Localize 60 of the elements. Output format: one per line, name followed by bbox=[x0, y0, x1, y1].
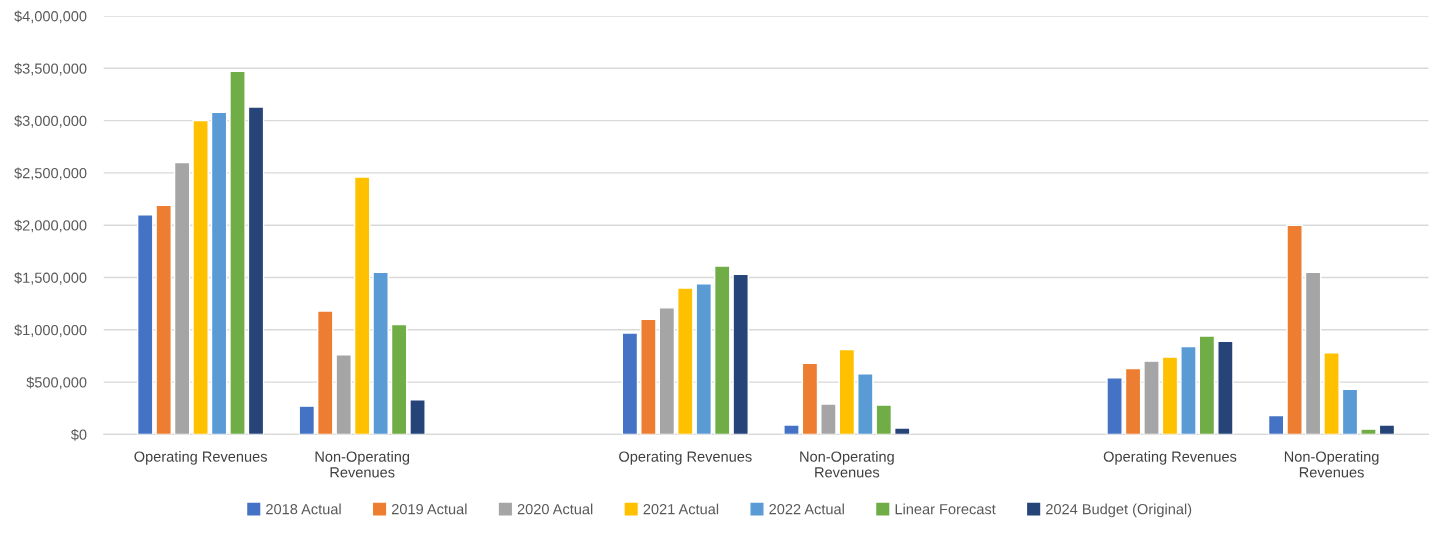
y-tick-label: $2,500,000 bbox=[14, 167, 87, 181]
bar bbox=[372, 271, 389, 435]
y-tick-label: $3,500,000 bbox=[14, 62, 87, 76]
bar bbox=[732, 273, 749, 435]
bar bbox=[1124, 367, 1142, 435]
bar bbox=[783, 424, 800, 435]
y-tick-label: $3,000,000 bbox=[14, 115, 87, 128]
bar bbox=[229, 70, 246, 435]
y-tick-label: $1,500,000 bbox=[14, 271, 87, 285]
bar bbox=[801, 362, 819, 435]
bar bbox=[640, 318, 657, 435]
bar bbox=[1161, 356, 1179, 435]
y-tick-label: $500,000 bbox=[26, 376, 87, 390]
x-tick-label: Non-Operating Revenues bbox=[1284, 451, 1379, 478]
bar bbox=[409, 399, 426, 435]
bar bbox=[1143, 360, 1160, 435]
bar bbox=[875, 404, 893, 435]
bar bbox=[1217, 340, 1234, 435]
bar bbox=[390, 323, 408, 435]
legend-label: Linear Forecast bbox=[895, 503, 996, 515]
bar bbox=[155, 204, 172, 435]
bar bbox=[1360, 428, 1377, 435]
bar bbox=[1341, 388, 1359, 435]
bar bbox=[1267, 414, 1285, 435]
bar bbox=[136, 214, 154, 435]
legend-label: 2020 Actual bbox=[517, 503, 593, 515]
bar bbox=[1106, 377, 1123, 435]
bar bbox=[247, 106, 265, 435]
bar bbox=[192, 119, 209, 435]
x-tick-label: Operating Revenues bbox=[619, 451, 752, 465]
bar bbox=[298, 405, 316, 435]
bar bbox=[820, 403, 837, 435]
legend-label: 2018 Actual bbox=[266, 503, 341, 515]
bar bbox=[1323, 352, 1340, 435]
bar bbox=[713, 265, 731, 435]
bar bbox=[621, 332, 639, 435]
bar bbox=[838, 348, 856, 435]
legend-label: 2019 Actual bbox=[391, 503, 467, 515]
bar bbox=[1378, 424, 1396, 435]
x-tick-label: Operating Revenues bbox=[134, 451, 267, 465]
bar bbox=[353, 176, 371, 435]
bar bbox=[1286, 224, 1303, 435]
bar bbox=[173, 161, 191, 435]
x-tick-label: Operating Revenues bbox=[1103, 451, 1237, 465]
bar bbox=[857, 373, 874, 435]
y-tick-label: $1,000,000 bbox=[14, 324, 87, 337]
legend-label: 2021 Actual bbox=[643, 503, 719, 515]
y-tick-label: $0 bbox=[70, 428, 87, 441]
y-tick-label: $2,000,000 bbox=[14, 219, 87, 233]
bar bbox=[893, 427, 911, 435]
x-tick-label: Non-Operating Revenues bbox=[800, 451, 894, 478]
bar bbox=[1198, 335, 1216, 435]
bar bbox=[210, 111, 228, 435]
legend-label: 2022 Actual bbox=[769, 503, 844, 515]
legend-label: 2024 Budget (Original) bbox=[1046, 503, 1192, 518]
bar bbox=[1180, 345, 1197, 435]
y-tick-label: $4,000,000 bbox=[14, 10, 87, 24]
bar bbox=[658, 307, 676, 435]
bar bbox=[1304, 271, 1322, 435]
x-tick-label: Non-Operating Revenues bbox=[315, 451, 410, 478]
